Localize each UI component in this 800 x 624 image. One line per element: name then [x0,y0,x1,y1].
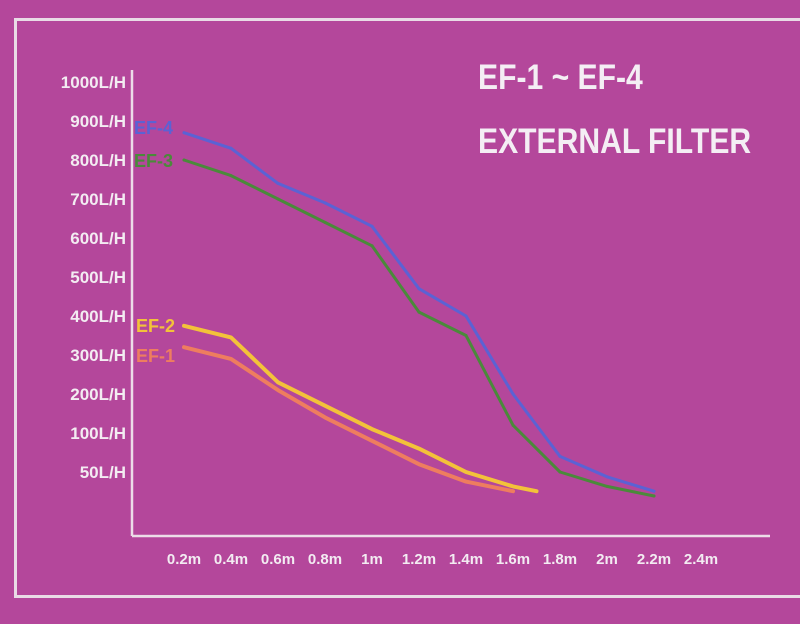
y-tick-label: 400L/H [70,307,126,326]
data-point-ef-1 [370,439,374,443]
data-point-ef-2 [370,427,374,431]
data-point-ef-3 [511,423,515,427]
data-point-ef-3 [558,470,562,474]
data-point-ef-1 [511,489,515,493]
x-tick-label: 2.2m [637,551,671,568]
data-point-ef-3 [182,158,186,162]
x-tick-label: 1m [361,551,383,568]
y-tick-label: 50L/H [80,463,126,482]
data-point-ef-1 [464,480,468,484]
data-point-ef-3 [417,310,421,314]
chart-frame [14,18,800,598]
data-point-ef-4 [511,392,515,396]
x-tick-label: 2m [596,551,618,568]
data-point-ef-2 [464,470,468,474]
y-tick-label: 1000L/H [61,73,126,92]
data-point-ef-3 [652,494,656,498]
data-point-ef-1 [229,357,233,361]
data-point-ef-3 [370,244,374,248]
x-tick-label: 0.8m [308,551,342,568]
y-tick-label: 300L/H [70,346,126,365]
y-tick-label: 100L/H [70,424,126,443]
x-tick-label: 1.2m [402,551,436,568]
data-point-ef-3 [605,484,609,488]
series-label-ef-3: EF-3 [134,151,173,171]
y-tick-label: 900L/H [70,112,126,131]
x-tick-label: 2.4m [684,551,718,568]
y-tick-label: 800L/H [70,151,126,170]
data-point-ef-1 [182,345,186,349]
data-point-ef-4 [464,314,468,318]
x-tick-label: 0.4m [214,551,248,568]
x-tick-label: 1.8m [543,551,577,568]
data-point-ef-4 [652,489,656,493]
data-point-ef-2 [229,335,233,339]
x-tick-label: 1.4m [449,551,483,568]
x-tick-label: 0.6m [261,551,295,568]
data-point-ef-4 [605,475,609,479]
data-point-ef-4 [229,146,233,150]
data-point-ef-3 [323,220,327,224]
chart-subtitle: EXTERNAL FILTER [478,122,752,161]
data-point-ef-1 [323,415,327,419]
series-label-ef-2: EF-2 [136,316,175,336]
data-point-ef-2 [182,324,186,328]
series-line-ef-3 [182,158,656,498]
data-point-ef-4 [276,181,280,185]
data-point-ef-4 [558,454,562,458]
y-tick-label: 600L/H [70,229,126,248]
chart-title: EF-1 ~ EF-4 [478,58,643,97]
data-point-ef-4 [370,224,374,228]
data-point-ef-2 [323,404,327,408]
data-point-ef-3 [464,334,468,337]
x-tick-label: 1.6m [496,551,530,568]
data-point-ef-4 [323,201,327,205]
data-point-ef-1 [276,388,280,392]
data-point-ef-3 [276,197,280,201]
y-tick-label: 700L/H [70,190,126,209]
data-point-ef-2 [276,380,280,384]
data-point-ef-3 [229,174,233,178]
y-tick-label: 200L/H [70,385,126,404]
series-label-ef-1: EF-1 [136,346,175,366]
series-line-ef-2 [182,323,539,494]
data-point-ef-2 [417,447,421,451]
y-tick-label: 500L/H [70,268,126,287]
series-label-ef-4: EF-4 [134,118,173,138]
data-point-ef-4 [182,131,186,135]
x-tick-label: 0.2m [167,551,201,568]
data-point-ef-2 [511,484,515,488]
data-point-ef-2 [535,489,538,493]
series-line-ef-1 [182,345,515,494]
data-point-ef-1 [417,462,421,466]
data-point-ef-4 [417,287,421,291]
